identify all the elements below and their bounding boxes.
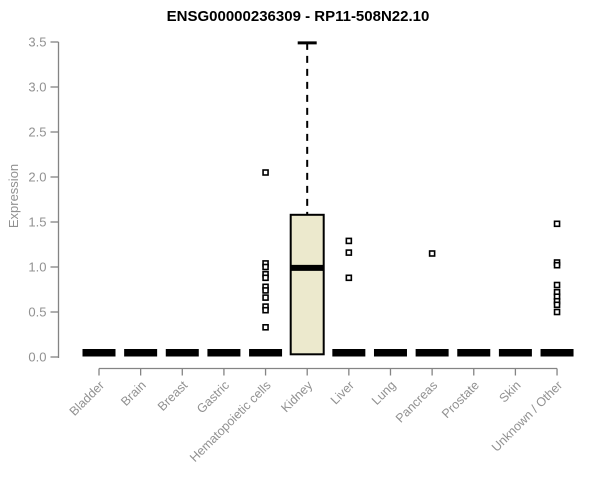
outlier-point [345, 274, 353, 282]
y-tick-label: 2.0 [28, 170, 46, 185]
flat-box-hematopoietic-cells [249, 349, 283, 357]
chart-title: ENSG00000236309 - RP11-508N22.10 [166, 8, 430, 25]
flat-box-gastric [207, 349, 241, 357]
y-tick-label: 2.5 [28, 125, 46, 140]
outlier-point [553, 220, 561, 228]
y-tick-label: 0.0 [28, 350, 46, 365]
x-tick-label: Gastric [194, 378, 232, 416]
flat-box-bladder [82, 349, 116, 357]
outlier-point [428, 250, 436, 257]
x-tick-label: Prostate [439, 378, 482, 421]
x-tick-label: Kidney [278, 378, 315, 415]
outlier-point [553, 301, 561, 309]
flat-box-pancreas [415, 349, 449, 357]
flat-box-brain [124, 349, 158, 357]
outlier-point [553, 261, 561, 269]
x-tick-label: Liver [328, 378, 357, 407]
outlier-point [553, 308, 561, 316]
outlier-point [262, 263, 269, 271]
outlier-point [345, 237, 353, 245]
y-tick-label: 1.0 [28, 260, 46, 275]
outlier-point [345, 249, 353, 256]
x-tick-label: Lung [369, 378, 399, 408]
x-tick-label: Unknown / Other [489, 378, 565, 454]
x-tick-label: Brain [118, 378, 149, 409]
flat-box-prostate [457, 349, 491, 357]
x-tick-label: Breast [155, 378, 191, 414]
flat-box-lung [373, 349, 407, 357]
flat-box-skin [498, 349, 532, 357]
outlier-point [262, 274, 269, 282]
x-tick-label: Hematopoietic cells [187, 378, 274, 465]
y-tick-label: 1.5 [28, 215, 46, 230]
outlier-point [262, 323, 269, 331]
y-axis-title: Expression [6, 164, 21, 228]
flat-box-liver [332, 349, 366, 357]
flat-box-unknown-other [540, 349, 574, 357]
y-tick-label: 3.5 [28, 35, 46, 50]
x-tick-label: Skin [496, 378, 523, 405]
flat-box-breast [165, 349, 199, 357]
x-tick-label: Bladder [67, 378, 107, 418]
outlier-point [262, 306, 269, 314]
y-tick-label: 0.5 [28, 305, 46, 320]
outlier-point [553, 281, 561, 289]
y-tick-label: 3.0 [28, 80, 46, 95]
x-tick-label: Pancreas [393, 378, 440, 425]
outlier-point [262, 169, 269, 176]
outlier-point [262, 294, 269, 301]
box-kidney [289, 213, 325, 356]
outlier-point [262, 287, 269, 294]
